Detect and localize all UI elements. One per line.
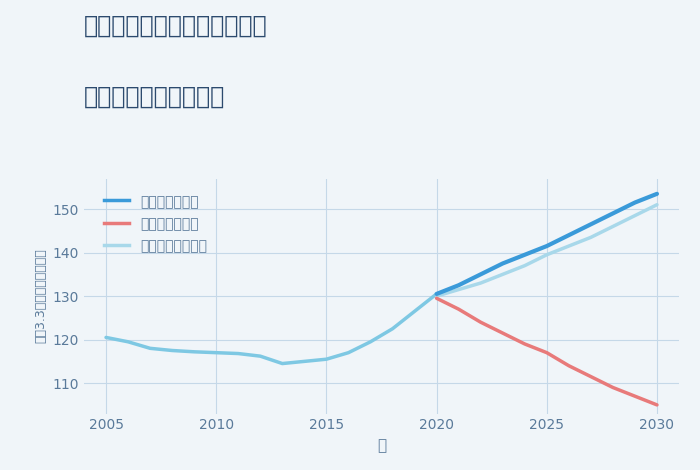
Text: 兵庫県西宮市甲子園口北町の: 兵庫県西宮市甲子園口北町の <box>84 14 267 38</box>
X-axis label: 年: 年 <box>377 438 386 453</box>
Legend: グッドシナリオ, バッドシナリオ, ノーマルシナリオ: グッドシナリオ, バッドシナリオ, ノーマルシナリオ <box>97 188 214 260</box>
Text: 中古戸建ての価格推移: 中古戸建ての価格推移 <box>84 85 225 109</box>
Y-axis label: 坪（3.3㎡）単価（万円）: 坪（3.3㎡）単価（万円） <box>34 249 47 344</box>
